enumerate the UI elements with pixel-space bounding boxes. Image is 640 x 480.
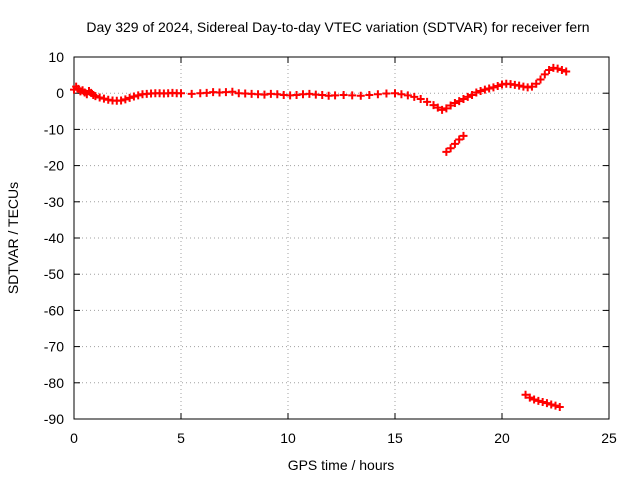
data-point xyxy=(493,81,502,90)
data-point xyxy=(542,399,551,408)
data-point xyxy=(557,66,566,75)
y-tick-label: -80 xyxy=(44,375,64,391)
data-point xyxy=(382,89,391,98)
data-point xyxy=(177,89,185,98)
data-point xyxy=(521,390,530,399)
data-point xyxy=(410,92,419,101)
data-point xyxy=(455,135,464,144)
data-point xyxy=(536,75,545,84)
data-point xyxy=(459,131,468,140)
x-tick-label: 20 xyxy=(494,430,510,446)
data-point xyxy=(121,95,130,104)
data-point xyxy=(515,81,524,90)
data-point xyxy=(540,70,549,79)
x-axis-label: GPS time / hours xyxy=(288,457,395,473)
data-point xyxy=(547,400,556,409)
chart-title: Day 329 of 2024, Sidereal Day-to-day VTE… xyxy=(86,19,589,35)
data-point xyxy=(450,139,459,148)
data-point xyxy=(356,91,365,100)
data-point xyxy=(416,94,425,103)
y-tick-label: -60 xyxy=(44,302,64,318)
data-point xyxy=(534,396,543,405)
data-point xyxy=(331,91,340,100)
data-point xyxy=(403,91,412,100)
data-point xyxy=(99,94,108,103)
y-tick-label: -10 xyxy=(44,121,64,137)
data-point xyxy=(117,96,126,105)
x-tick-label: 25 xyxy=(601,430,617,446)
data-point xyxy=(391,89,399,98)
data-point xyxy=(95,93,104,102)
data-point xyxy=(134,91,143,100)
data-point xyxy=(442,147,451,156)
series-main xyxy=(70,63,571,114)
y-tick-label: 10 xyxy=(48,49,64,65)
series-segment_b xyxy=(442,131,468,156)
data-point xyxy=(472,88,481,97)
data-point xyxy=(480,85,489,94)
data-point xyxy=(468,91,477,100)
data-point xyxy=(450,98,459,107)
data-point xyxy=(348,91,357,100)
y-tick-label: 0 xyxy=(56,85,64,101)
data-point xyxy=(476,87,485,96)
grid xyxy=(74,57,609,419)
data-point xyxy=(551,401,560,410)
y-tick-labels: 10 0 -10 -20 -30 -40 -50 -60 -70 -80 -90 xyxy=(44,49,64,427)
y-tick-label: -50 xyxy=(44,266,64,282)
data-point xyxy=(365,91,374,100)
data-point xyxy=(187,89,196,98)
data-point xyxy=(485,84,494,93)
x-tick-label: 0 xyxy=(70,430,78,446)
data-point xyxy=(455,97,464,106)
data-point xyxy=(397,90,406,99)
y-tick-label: -70 xyxy=(44,339,64,355)
data-points xyxy=(70,63,571,412)
data-point xyxy=(545,66,554,75)
data-point xyxy=(446,144,455,153)
data-point xyxy=(459,94,468,103)
y-axis-label: SDTVAR / TECUs xyxy=(5,182,21,294)
data-point xyxy=(489,83,498,92)
data-point xyxy=(228,87,237,96)
data-point xyxy=(433,103,442,112)
data-point xyxy=(438,105,447,114)
data-point xyxy=(91,92,100,101)
series-segment_c xyxy=(521,390,564,412)
data-point xyxy=(562,67,571,76)
data-point xyxy=(527,82,536,91)
x-tick-label: 10 xyxy=(280,430,296,446)
data-point xyxy=(553,64,562,73)
x-tick-label: 5 xyxy=(177,430,185,446)
x-tick-labels: 0 5 10 15 20 25 xyxy=(70,430,617,446)
data-point xyxy=(532,79,541,88)
data-point xyxy=(373,90,382,99)
data-point xyxy=(442,104,451,113)
data-point xyxy=(129,92,138,101)
data-point xyxy=(530,395,539,404)
data-point xyxy=(538,397,547,406)
y-tick-label: -90 xyxy=(44,411,64,427)
data-point xyxy=(125,93,134,102)
data-point xyxy=(525,393,534,402)
data-point xyxy=(463,92,472,101)
x-tick-label: 15 xyxy=(387,430,403,446)
data-point xyxy=(423,97,432,106)
data-point xyxy=(555,403,564,412)
y-tick-label: -30 xyxy=(44,194,64,210)
y-tick-label: -20 xyxy=(44,158,64,174)
data-point xyxy=(446,101,455,110)
ticks xyxy=(73,56,610,420)
y-tick-label: -40 xyxy=(44,230,64,246)
data-point xyxy=(339,91,348,100)
data-point xyxy=(429,101,438,110)
